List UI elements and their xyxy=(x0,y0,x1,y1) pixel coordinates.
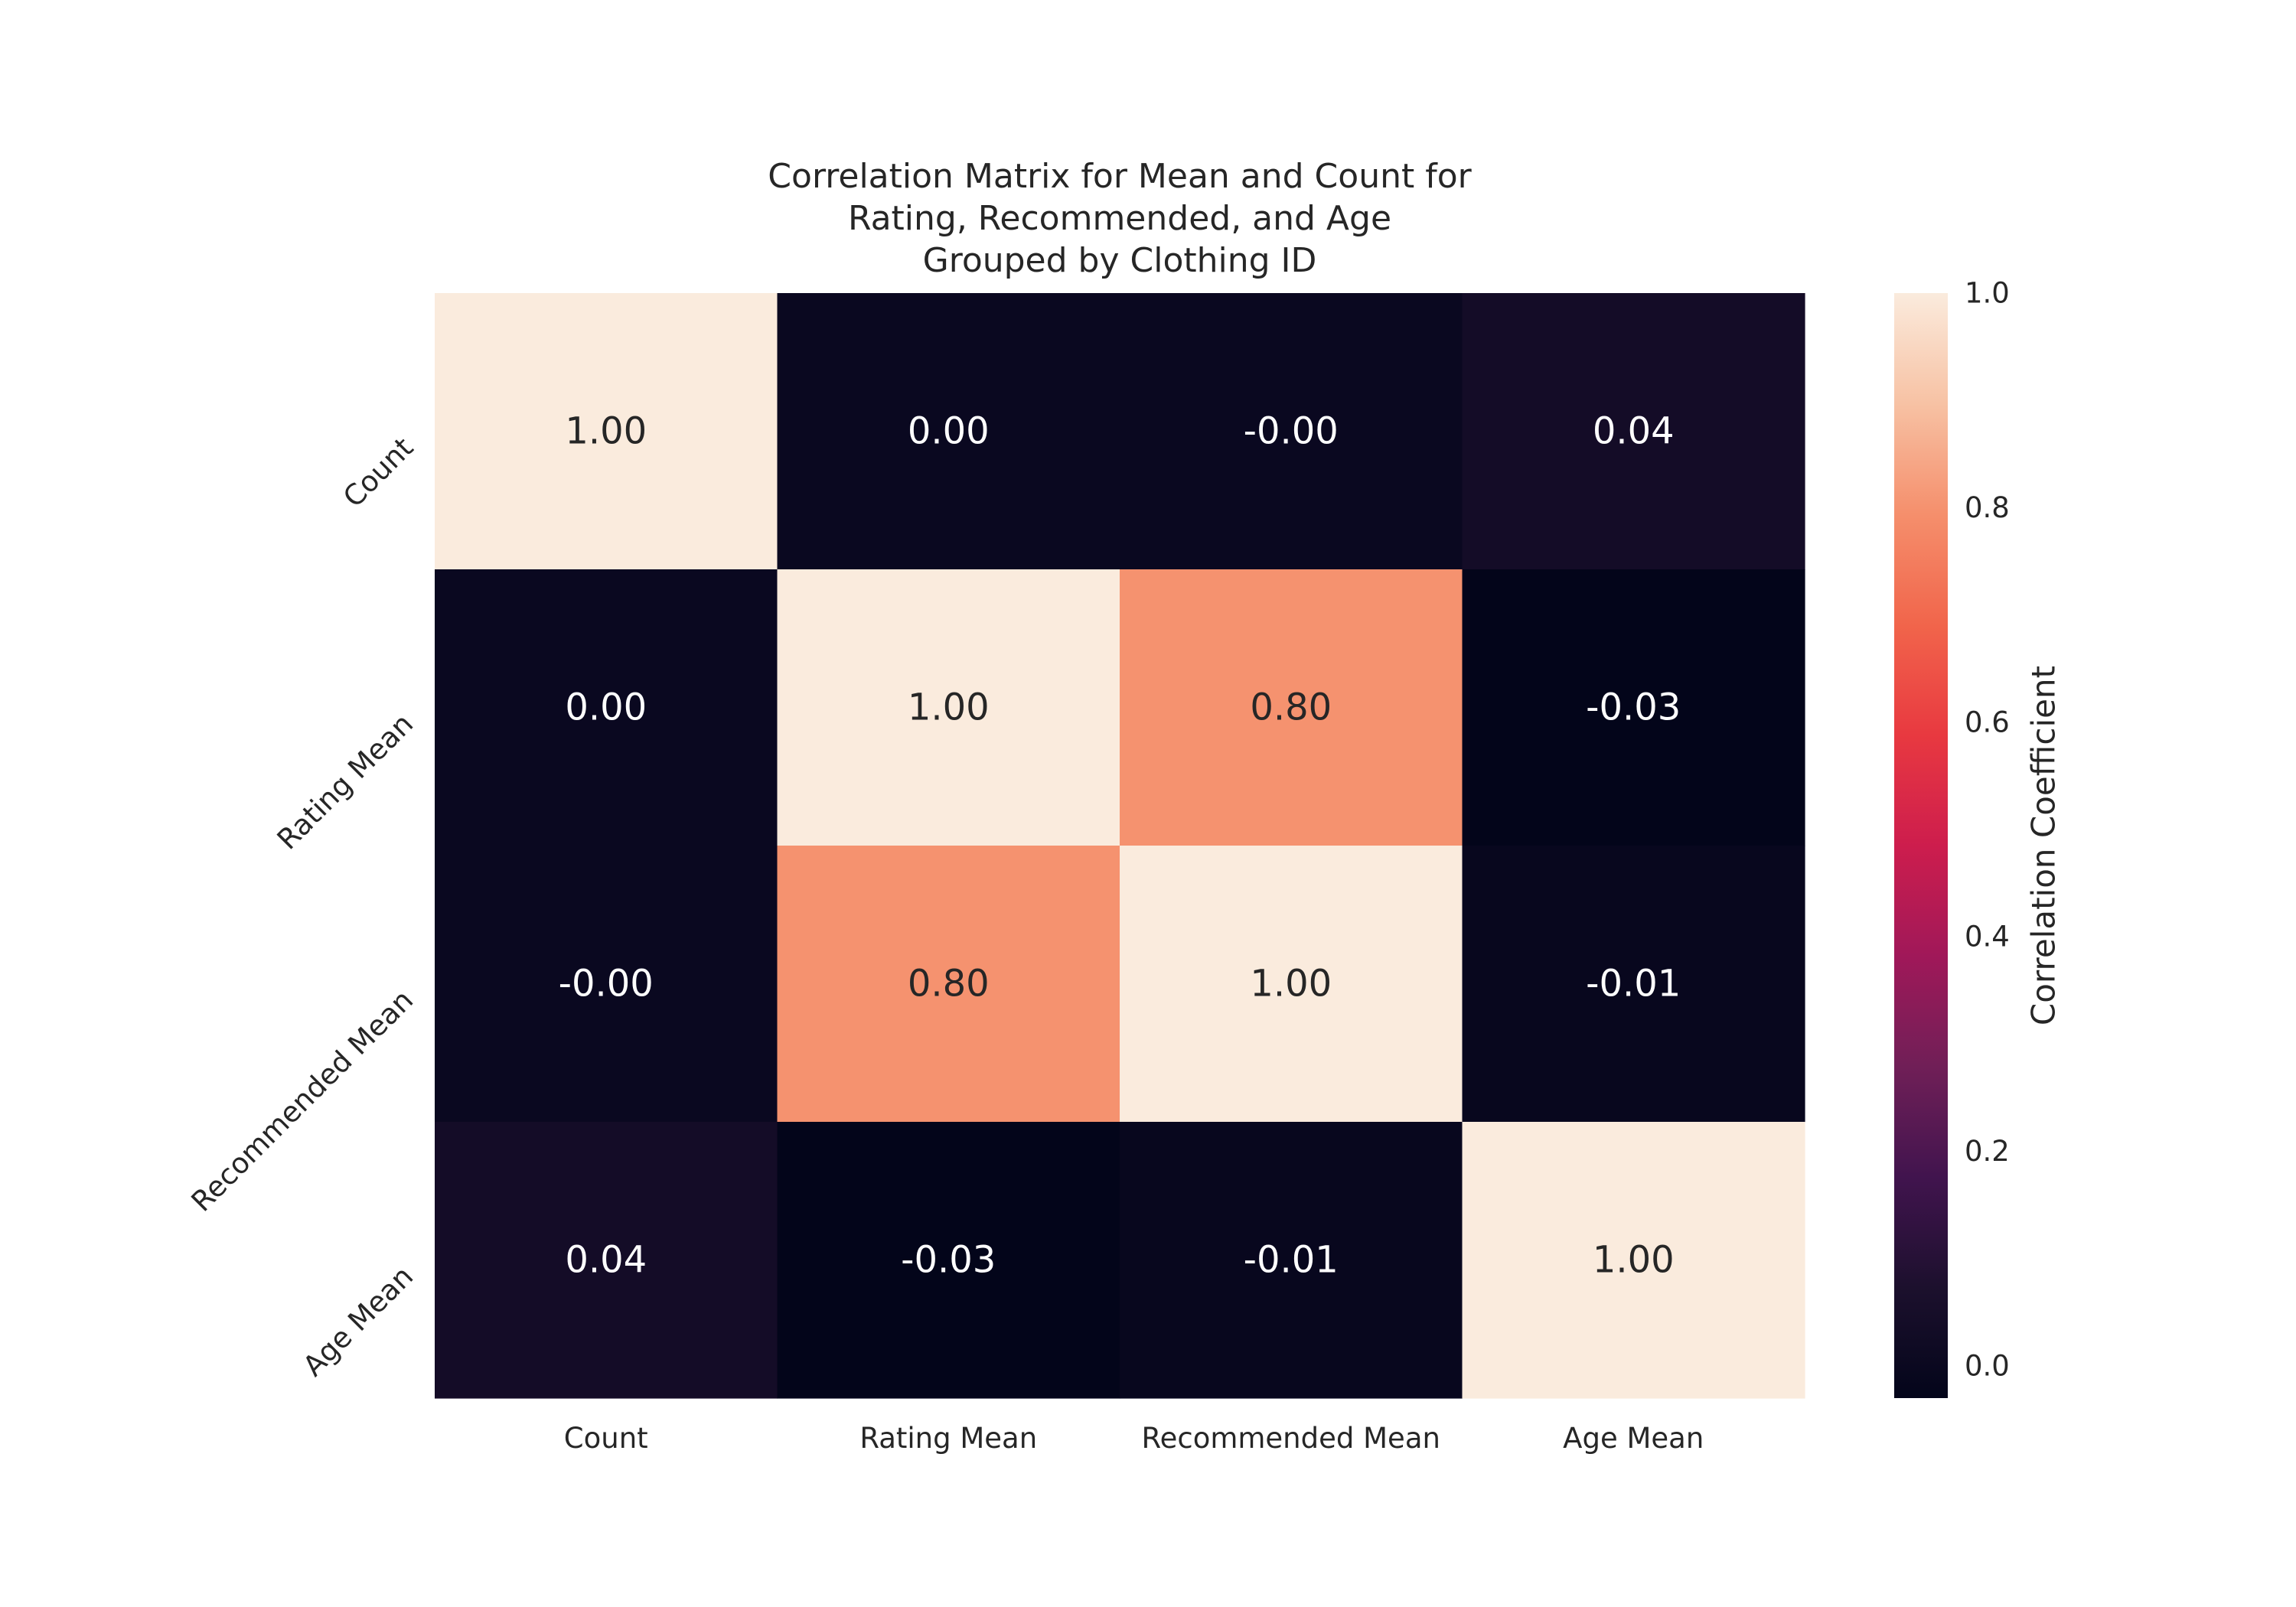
heatmap-cell xyxy=(1120,1122,1463,1399)
colorbar-tick-label: 0.6 xyxy=(1965,706,2010,738)
chart-title-line: Correlation Matrix for Mean and Count fo… xyxy=(768,157,1472,196)
heatmap-cell-label: -0.01 xyxy=(1586,963,1681,1006)
heatmap-cell-label: -0.01 xyxy=(1244,1239,1339,1282)
heatmap-cell-label: 1.00 xyxy=(1250,963,1332,1006)
chart-title-line: Grouped by Clothing ID xyxy=(923,241,1317,280)
heatmap-cell xyxy=(777,293,1120,570)
y-axis-tick-labels: Count Rating Mean Recommended Mean Age Mean xyxy=(185,431,419,1383)
heatmap-cell xyxy=(1462,846,1805,1123)
heatmap-cell xyxy=(435,846,778,1123)
colorbar-tick-label: 1.0 xyxy=(1965,277,2010,310)
heatmap-cell-label: 0.04 xyxy=(565,1239,647,1282)
colorbar-label: Correlation Coefficient xyxy=(2025,666,2063,1025)
chart-title-line: Rating, Recommended, and Age xyxy=(848,199,1391,238)
x-tick-label: Rating Mean xyxy=(859,1422,1037,1455)
x-axis-tick-labels: Count Rating Mean Recommended Mean Age Mean xyxy=(564,1422,1704,1455)
y-tick-label: Recommended Mean xyxy=(185,983,419,1217)
y-tick-label: Age Mean xyxy=(297,1260,420,1383)
heatmap-cell-label: 0.00 xyxy=(908,410,990,453)
heatmap-cell xyxy=(1462,1122,1805,1399)
x-tick-label: Count xyxy=(564,1422,648,1455)
heatmap-cells xyxy=(435,293,1805,1399)
heatmap-cell-label: 1.00 xyxy=(565,410,647,453)
heatmap-cell xyxy=(777,569,1120,846)
x-tick-label: Age Mean xyxy=(1563,1422,1704,1455)
heatmap-cell xyxy=(1462,569,1805,846)
heatmap-cell xyxy=(777,1122,1120,1399)
heatmap-cell-label: -0.03 xyxy=(901,1239,996,1282)
heatmap-cell-label: 1.00 xyxy=(908,686,990,729)
colorbar: 0.0 0.2 0.4 0.6 0.8 1.0 Correlation Coefficien… xyxy=(1894,277,2063,1398)
heatmap-cell xyxy=(1120,569,1463,846)
heatmap-cell xyxy=(435,569,778,846)
colorbar-tick-label: 0.8 xyxy=(1965,491,2010,524)
heatmap-cell-label: 1.00 xyxy=(1593,1239,1675,1282)
heatmap-cell-label: -0.00 xyxy=(1244,410,1339,453)
heatmap-cell-label: -0.00 xyxy=(559,963,654,1006)
heatmap-cell-labels: 1.00 0.00 -0.00 0.04 0.00 1.00 0.80 -0.03 -0.00 0… xyxy=(559,410,1681,1282)
y-tick-label: Rating Mean xyxy=(271,707,419,856)
heatmap-cell xyxy=(1120,293,1463,570)
heatmap-cell xyxy=(435,1122,778,1399)
chart-title: Correlation Matrix for Mean and Count fo… xyxy=(768,157,1472,280)
x-tick-label: Recommended Mean xyxy=(1142,1422,1440,1455)
heatmap-cell-label: -0.03 xyxy=(1586,686,1681,729)
colorbar-tick-label: 0.0 xyxy=(1965,1349,2010,1382)
heatmap-cell-label: 0.80 xyxy=(1250,686,1332,729)
heatmap-cell xyxy=(435,293,778,570)
heatmap-cell xyxy=(1462,293,1805,570)
y-tick-label: Count xyxy=(337,431,419,513)
heatmap-cell-label: 0.04 xyxy=(1593,410,1675,453)
colorbar-gradient xyxy=(1894,293,1948,1398)
heatmap-cell-label: 0.00 xyxy=(565,686,647,729)
colorbar-tick-label: 0.4 xyxy=(1965,921,2010,953)
heatmap-cell-label: 0.80 xyxy=(908,963,990,1006)
heatmap-cell xyxy=(777,846,1120,1123)
heatmap-cell xyxy=(1120,846,1463,1123)
colorbar-tick-label: 0.2 xyxy=(1965,1135,2010,1168)
